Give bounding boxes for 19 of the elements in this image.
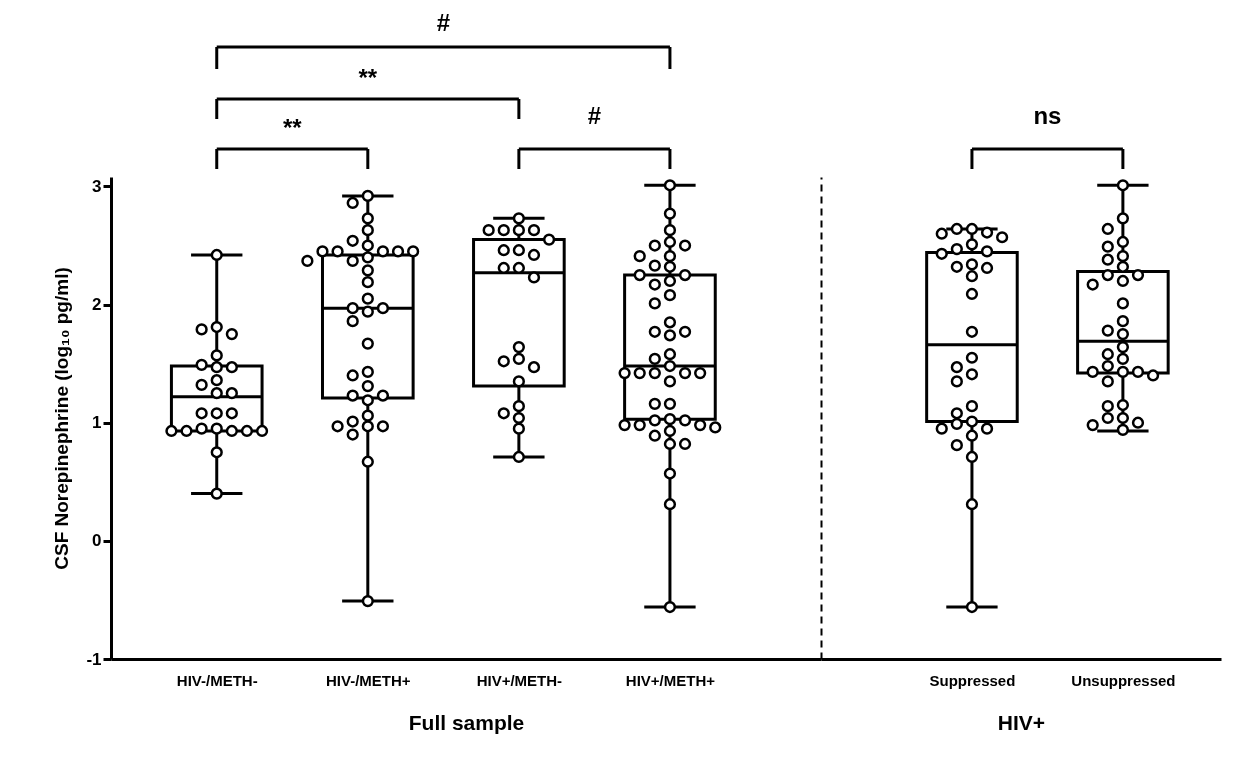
y-tick-label: -1	[86, 649, 102, 669]
y-tick-label: 3	[92, 176, 102, 196]
y-axis-title: CSF Norepinephrine (log₁₀ pg/ml)	[51, 267, 73, 570]
text: #	[587, 102, 602, 129]
x-tick-label: HIV+/METH-	[476, 671, 563, 689]
y-tick-label: 1	[92, 413, 102, 433]
y-tick-label: 2	[92, 295, 102, 315]
y-tick-label: 0	[92, 531, 102, 551]
x-tick-label: Suppressed	[929, 671, 1016, 689]
x-tick-label: HIV-/METH-	[176, 671, 258, 689]
x-tick-label: Unsuppressed	[1071, 671, 1176, 689]
text: #	[436, 9, 451, 36]
x-axis-title: HIV+	[997, 710, 1046, 734]
text: **	[282, 114, 303, 141]
text: ns	[1033, 102, 1062, 129]
x-axis-title: Full sample	[408, 710, 525, 734]
text: **	[358, 64, 378, 91]
x-tick-label: HIV+/METH+	[625, 671, 716, 689]
x-tick-label: HIV-/METH+	[326, 671, 411, 689]
